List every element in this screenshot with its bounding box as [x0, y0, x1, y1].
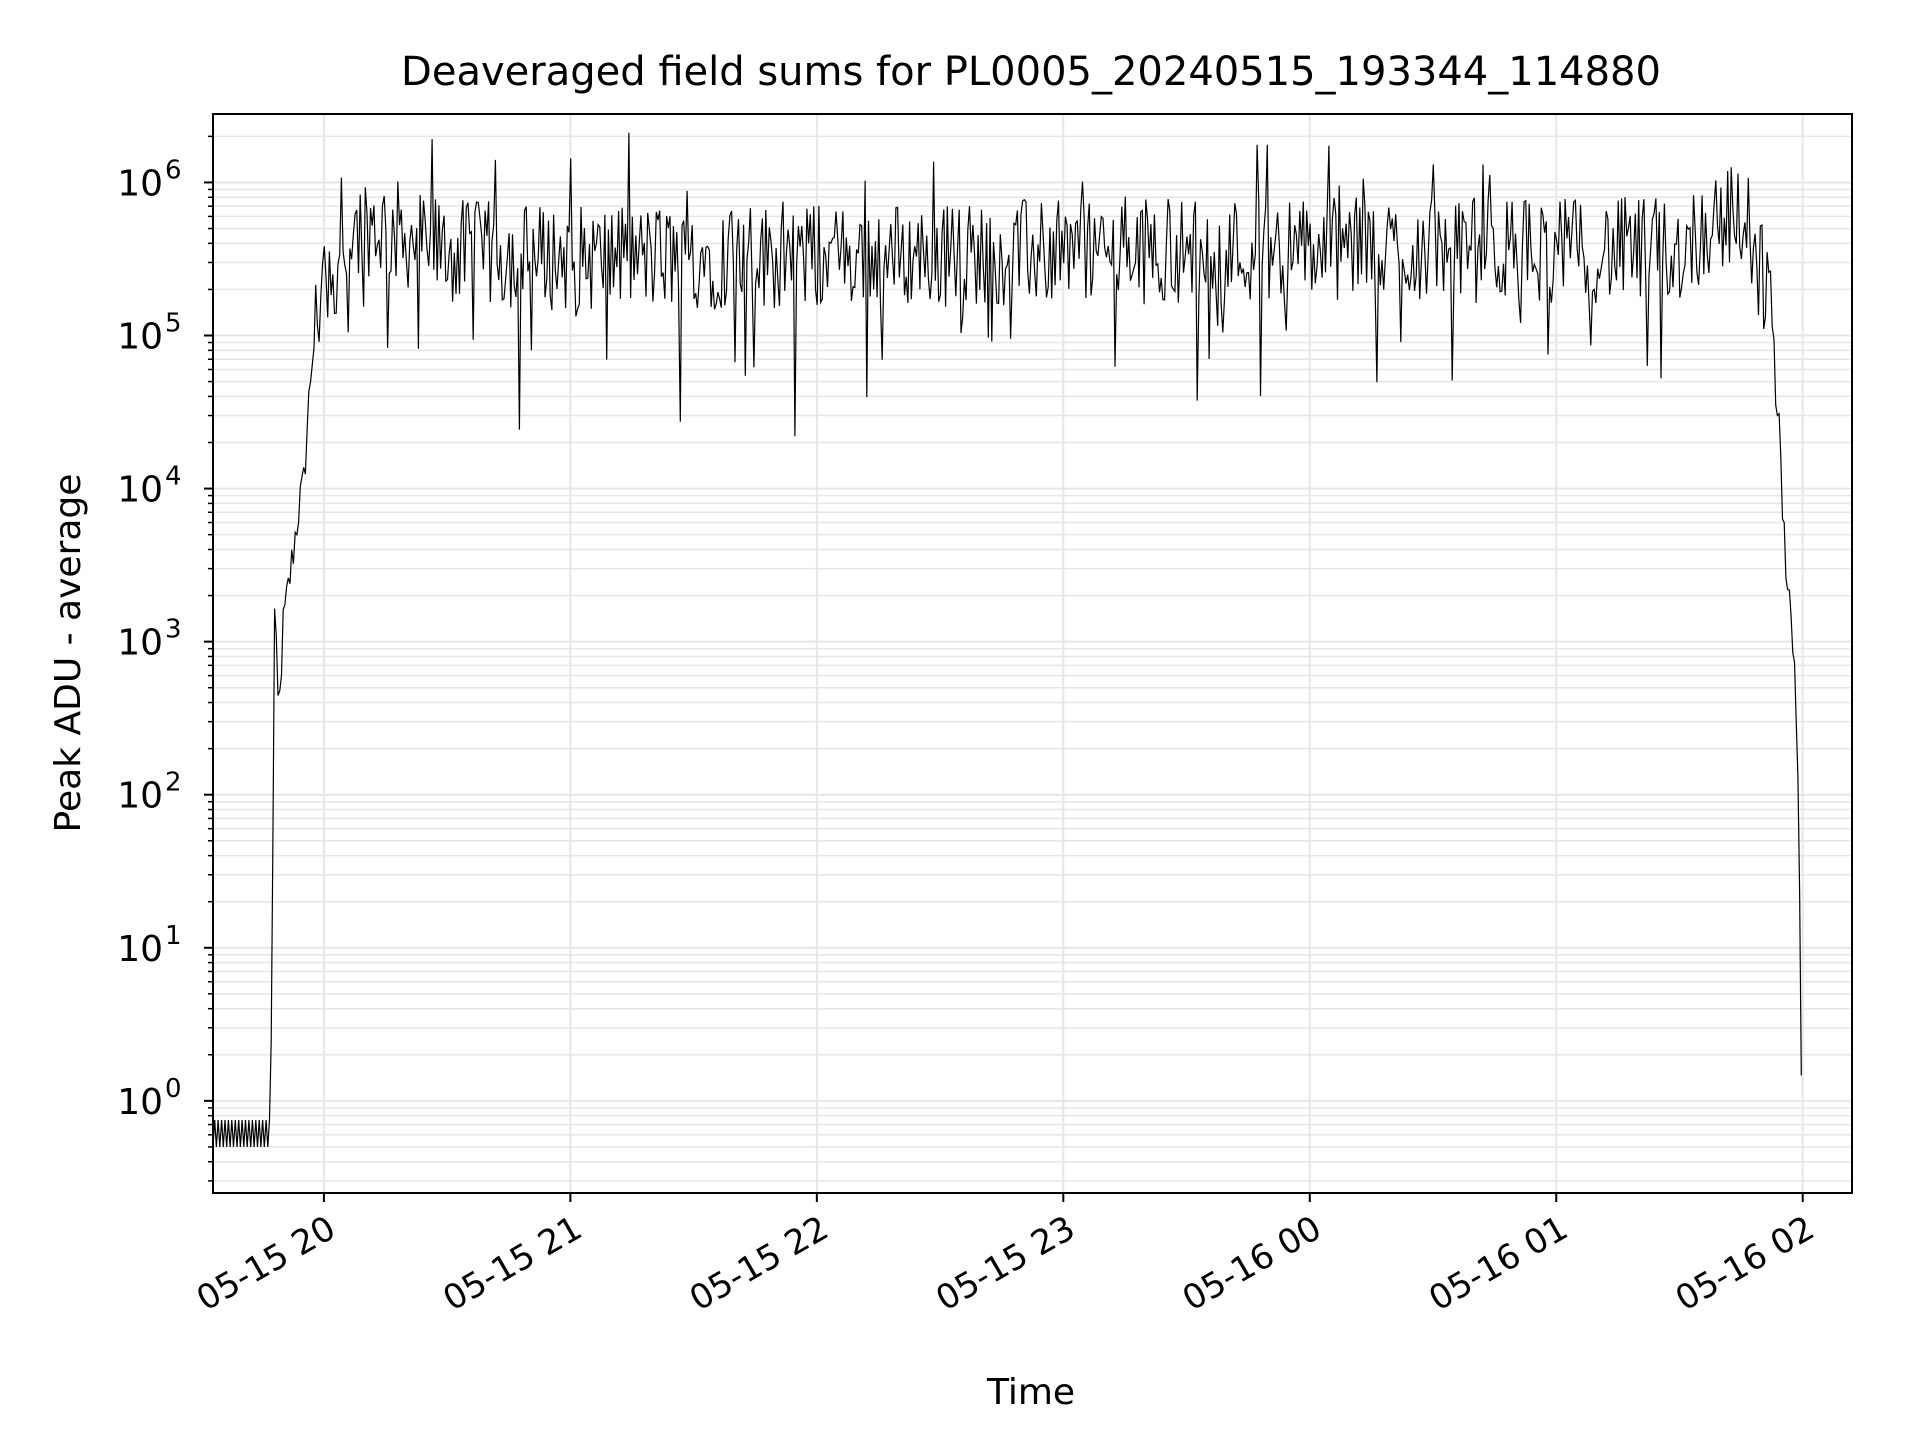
y-tick-label-exponent: 0: [165, 1074, 182, 1104]
y-tick-label: 10: [117, 623, 163, 664]
x-axis-label: Time: [986, 1372, 1075, 1413]
y-tick-label-exponent: 1: [165, 921, 182, 951]
y-tick-label: 10: [117, 163, 163, 204]
y-tick-label-exponent: 2: [165, 768, 182, 798]
y-tick-label: 10: [117, 929, 163, 970]
y-tick-label-exponent: 3: [165, 615, 182, 645]
y-tick-label: 10: [117, 1082, 163, 1123]
y-tick-label: 10: [117, 776, 163, 817]
y-tick-label: 10: [117, 470, 163, 511]
y-tick-label-exponent: 4: [165, 462, 182, 492]
y-tick-label-exponent: 6: [165, 155, 182, 185]
y-tick-label-exponent: 5: [165, 309, 182, 339]
chart-title: Deaveraged field sums for PL0005_2024051…: [401, 49, 1661, 95]
grid-lines: [213, 114, 1852, 1193]
plot-area-frame: [212, 113, 1853, 1194]
series-line: [212, 132, 1802, 1147]
y-axis-label: Peak ADU - average: [48, 474, 89, 833]
y-tick-label: 10: [117, 317, 163, 358]
axis-ticks: [204, 135, 1804, 1202]
